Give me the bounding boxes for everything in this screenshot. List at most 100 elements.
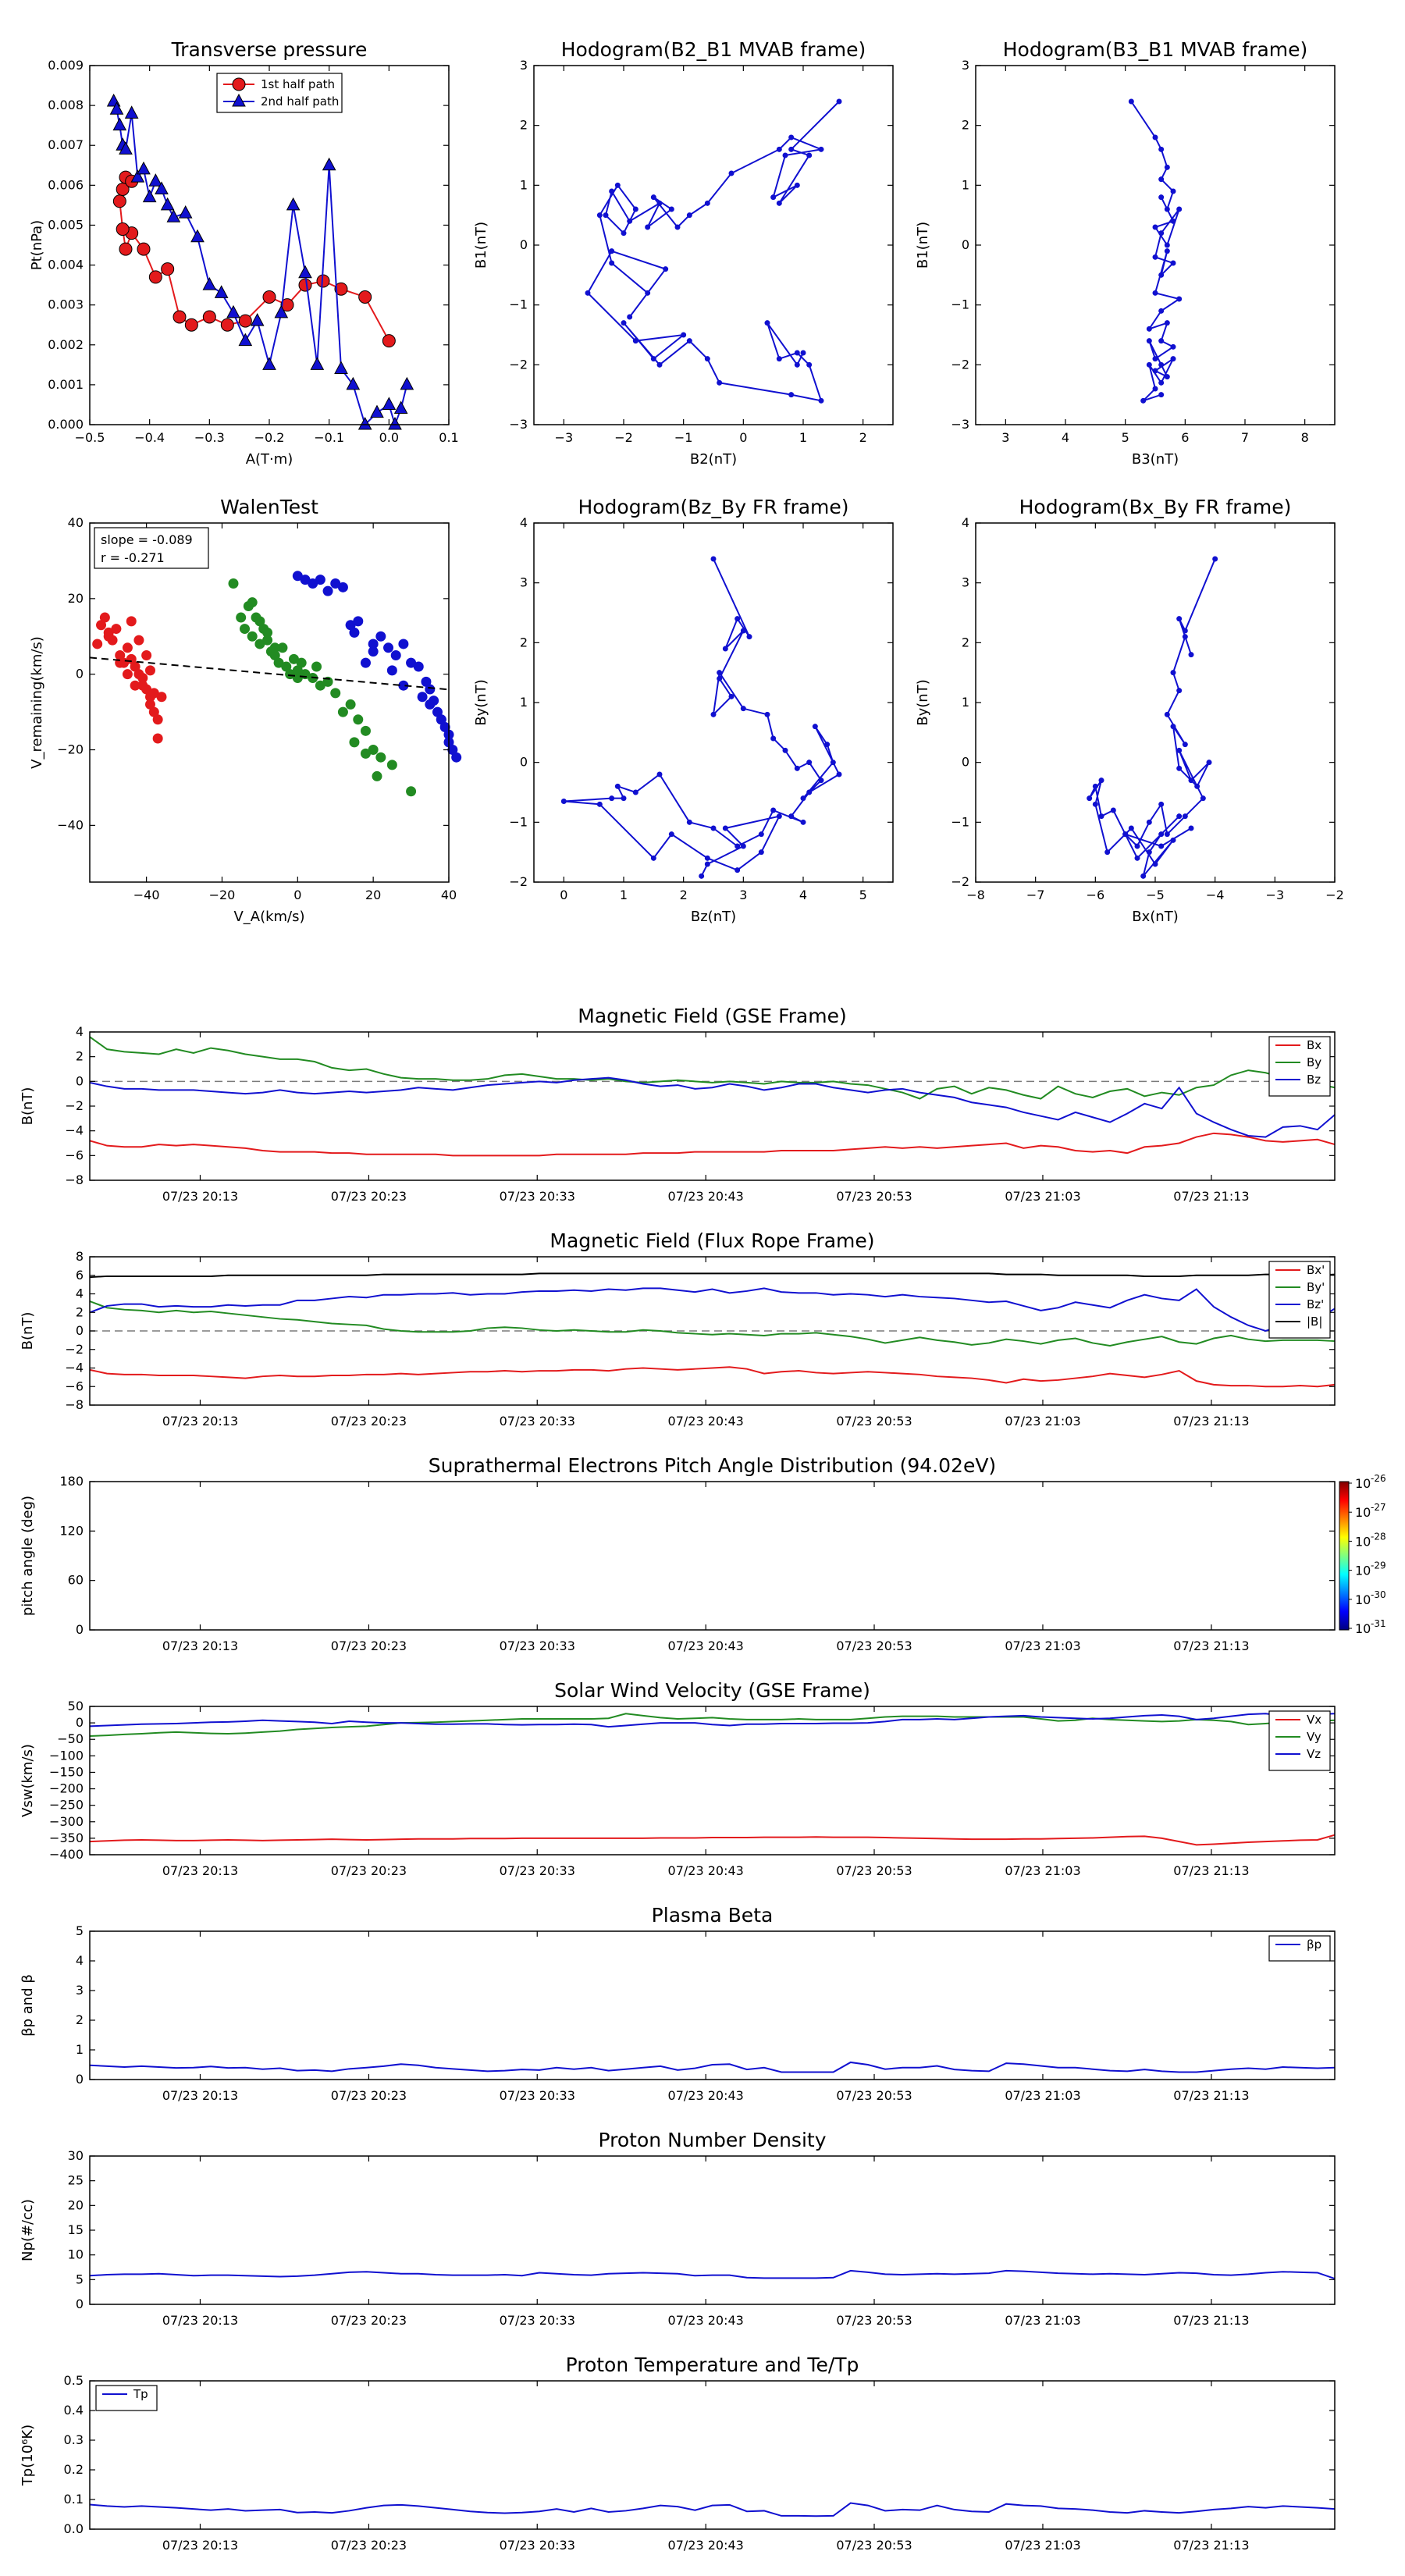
scatter-point <box>152 733 163 744</box>
series-line-Bx' <box>89 1366 1336 1388</box>
x-axis-label: Bz(nT) <box>691 909 736 925</box>
data-point <box>818 777 824 784</box>
data-point <box>1134 843 1140 849</box>
data-point <box>818 397 824 404</box>
x-tick-label: 4 <box>1062 430 1069 445</box>
y-tick-label: 0 <box>962 237 969 252</box>
scatter-point <box>148 688 159 699</box>
scatter-point <box>103 631 114 642</box>
data-point <box>1188 777 1194 784</box>
scatter-point <box>262 635 273 646</box>
time-tick-label: 07/23 20:33 <box>500 1414 575 1429</box>
colorbar-exponent: -29 <box>1371 1560 1386 1571</box>
time-tick-label: 07/23 21:03 <box>1005 1189 1080 1204</box>
data-point <box>160 197 175 211</box>
scatter-point <box>447 745 458 756</box>
x-tick-label: 0.1 <box>439 430 458 445</box>
legend-label: βp <box>1307 1937 1321 1952</box>
data-point <box>794 361 800 368</box>
data-point <box>704 855 710 861</box>
data-point <box>830 760 836 766</box>
y-tick-label: 0 <box>962 755 969 770</box>
data-point <box>1104 849 1111 856</box>
data-point <box>155 181 169 194</box>
data-point <box>1158 146 1165 152</box>
y-axis-label: B1(nT) <box>473 222 489 269</box>
data-point <box>1170 218 1176 224</box>
data-point <box>1158 272 1165 278</box>
data-point <box>645 290 651 296</box>
data-point <box>1152 356 1158 362</box>
plot-frame <box>89 2380 1336 2530</box>
data-point <box>1164 206 1170 212</box>
data-point <box>262 357 276 370</box>
y-tick-label: 4 <box>520 515 528 530</box>
data-point <box>298 265 312 279</box>
scatter-point <box>439 721 450 732</box>
y-tick-label: −300 <box>49 1814 84 1829</box>
x-tick-label: −7 <box>1026 888 1045 902</box>
data-point <box>764 711 770 717</box>
data-point <box>782 152 788 158</box>
y-tick-label: 1 <box>520 177 528 192</box>
time-tick-label: 07/23 21:03 <box>1005 2313 1080 2328</box>
data-point <box>1158 338 1165 344</box>
data-point <box>148 173 163 187</box>
time-tick-label: 07/23 20:13 <box>162 2538 238 2553</box>
y-tick-label: 2 <box>962 118 969 133</box>
y-tick-label: −100 <box>49 1748 84 1763</box>
y-tick-label: 120 <box>59 1523 84 1538</box>
series-line-Bz' <box>89 1287 1336 1332</box>
y-tick-label: 0.000 <box>48 417 84 432</box>
y-axis-label: B(nT) <box>20 1087 36 1126</box>
time-tick-label: 07/23 20:23 <box>331 2088 407 2103</box>
chart-walen: −40 −20 0 20 40 −40 −20 0 20 40 WalenTest V_A(km/s)… <box>29 496 462 925</box>
data-point <box>1176 765 1183 771</box>
legend-label: 1st half path <box>261 77 335 91</box>
time-tick-label: 07/23 20:33 <box>500 2313 575 2328</box>
y-tick-label: −50 <box>57 1731 84 1746</box>
y-tick-label: −2 <box>65 1342 84 1357</box>
data-point <box>1152 386 1158 392</box>
y-tick-label: −3 <box>951 417 969 432</box>
data-point <box>280 298 294 312</box>
data-point <box>286 197 301 211</box>
y-tick-label: 0 <box>76 1715 84 1730</box>
data-point <box>812 724 818 730</box>
chart-title: Proton Number Density <box>599 2129 827 2151</box>
data-point <box>400 376 414 390</box>
data-point <box>609 188 615 194</box>
y-axis-label: V_remaining(km/s) <box>29 636 45 769</box>
data-point <box>735 616 741 622</box>
data-point <box>818 146 824 152</box>
scatter-point <box>398 639 409 649</box>
scatter-point <box>345 699 356 710</box>
time-tick-label: 07/23 20:43 <box>668 1189 744 1204</box>
x-tick-label: −0.5 <box>75 430 105 445</box>
plot-frame <box>89 1481 1336 1631</box>
data-point <box>1176 688 1183 694</box>
series-line-Vx <box>89 1834 1336 1846</box>
scatter-point <box>330 688 341 699</box>
time-tick-label: 07/23 20:13 <box>162 1414 238 1429</box>
data-point <box>1164 242 1170 248</box>
plot-frame <box>89 1706 1336 1856</box>
y-tick-label: 25 <box>68 2173 84 2188</box>
plot-frame <box>89 1930 1336 2080</box>
data-point <box>161 262 175 276</box>
data-point <box>1182 634 1188 640</box>
data-point <box>1176 206 1183 212</box>
data-point <box>1164 831 1170 838</box>
colorbar-base: 10 <box>1355 1621 1371 1636</box>
chart-title: Solar Wind Velocity (GSE Frame) <box>554 1679 870 1702</box>
legend-label: Bx' <box>1307 1263 1325 1277</box>
scatter-point <box>115 649 126 660</box>
series-line-0 <box>119 176 390 342</box>
chart-bfr: 07/23 20:13 07/23 20:23 07/23 20:33 07/23 2… <box>20 1229 1336 1429</box>
x-tick-label: −0.2 <box>254 430 285 445</box>
data-point <box>735 843 741 849</box>
y-tick-label: 4 <box>76 1286 84 1301</box>
x-tick-label: 1 <box>620 888 628 902</box>
x-tick-label: 8 <box>1301 430 1309 445</box>
colorbar-exponent: -27 <box>1371 1502 1386 1513</box>
